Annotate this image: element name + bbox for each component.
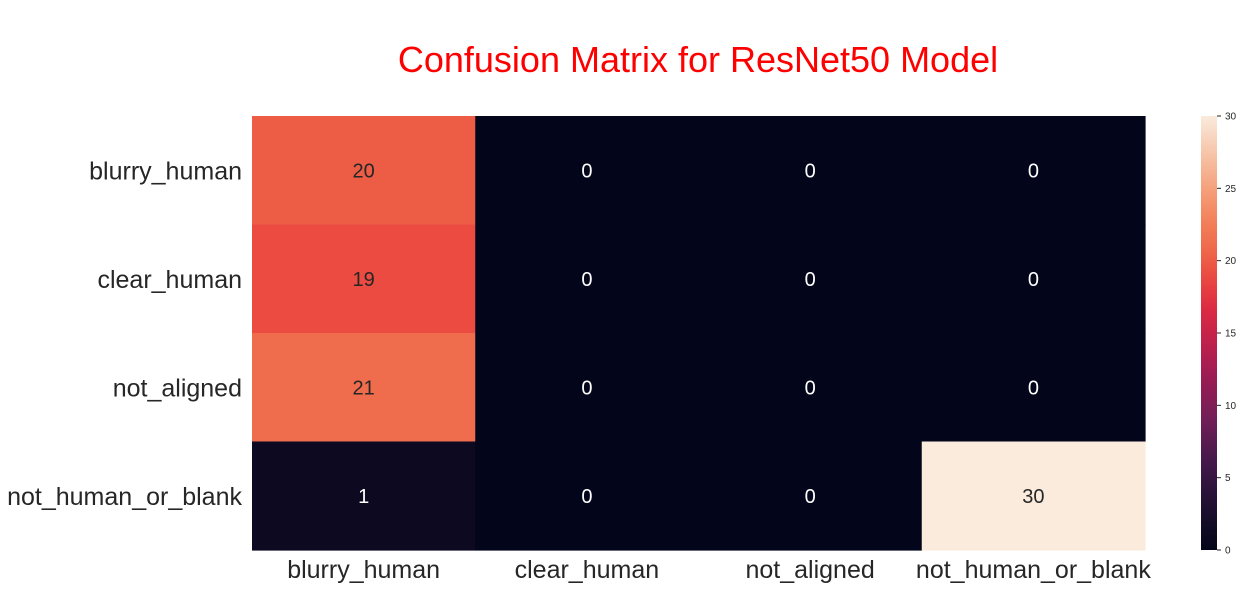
cell-value-label: 0 bbox=[581, 377, 592, 399]
heatmap-cell bbox=[252, 441, 476, 551]
heatmap-cell bbox=[475, 224, 700, 334]
column-label: not_aligned bbox=[745, 556, 874, 584]
column-label: not_human_or_blank bbox=[916, 556, 1151, 584]
cell-value-label: 20 bbox=[353, 160, 375, 182]
cell-value-label: 0 bbox=[581, 160, 592, 182]
row-labels: blurry_human clear_human not_aligned not_hu… bbox=[7, 157, 242, 511]
cell-value-label: 0 bbox=[805, 269, 816, 291]
heatmap-cell bbox=[698, 441, 923, 551]
heatmap-cell bbox=[252, 224, 476, 334]
column-labels: blurry_human clear_human not_aligned not_hu… bbox=[287, 556, 1151, 584]
cell-value-label: 0 bbox=[1028, 377, 1039, 399]
heatmap-cell bbox=[475, 333, 700, 443]
colorbar-tick-label: 20 bbox=[1225, 256, 1237, 267]
cell-value-label: 0 bbox=[805, 486, 816, 508]
colorbar-tick-label: 10 bbox=[1225, 401, 1237, 412]
cell-value-label: 0 bbox=[1028, 269, 1039, 291]
colorbar bbox=[1201, 116, 1217, 550]
heatmap-cell bbox=[252, 333, 476, 443]
colorbar-tick-label: 5 bbox=[1225, 473, 1231, 484]
colorbar-tick-label: 0 bbox=[1225, 546, 1231, 557]
colorbar-tick-label: 25 bbox=[1225, 184, 1237, 195]
heatmap-cell bbox=[698, 224, 923, 334]
colorbar-tick-label: 15 bbox=[1225, 329, 1237, 340]
cell-value-label: 21 bbox=[353, 377, 375, 399]
row-label: not_aligned bbox=[113, 374, 242, 402]
row-label: not_human_or_blank bbox=[7, 483, 242, 511]
heatmap-cell bbox=[921, 116, 1146, 226]
cell-value-label: 1 bbox=[358, 486, 369, 508]
column-label: blurry_human bbox=[287, 556, 440, 584]
chart-title: Confusion Matrix for ResNet50 Model bbox=[398, 39, 998, 80]
heatmap-cell bbox=[475, 116, 700, 226]
heatmap-cell bbox=[698, 333, 923, 443]
heatmap-cell bbox=[921, 441, 1146, 551]
cell-value-label: 0 bbox=[805, 160, 816, 182]
heatmap-cell bbox=[921, 333, 1146, 443]
row-label: clear_human bbox=[97, 266, 242, 294]
cell-value-label: 19 bbox=[353, 269, 375, 291]
colorbar-ticks: 0 5 10 15 20 25 30 bbox=[1217, 112, 1237, 557]
heatmap-cell bbox=[921, 224, 1146, 334]
cell-value-label: 0 bbox=[581, 269, 592, 291]
cell-value-label: 0 bbox=[805, 377, 816, 399]
heatmap-cell bbox=[475, 441, 700, 551]
cell-value-label: 0 bbox=[581, 486, 592, 508]
row-label: blurry_human bbox=[89, 157, 242, 185]
cell-value-label: 30 bbox=[1022, 486, 1044, 508]
colorbar-tick-label: 30 bbox=[1225, 112, 1237, 123]
column-label: clear_human bbox=[515, 556, 660, 584]
heatmap-cell bbox=[252, 116, 476, 226]
heatmap-cells: 20 0 0 0 19 0 0 0 21 0 0 0 1 0 0 30 bbox=[252, 116, 1146, 551]
cell-value-label: 0 bbox=[1028, 160, 1039, 182]
heatmap-cell bbox=[698, 116, 923, 226]
